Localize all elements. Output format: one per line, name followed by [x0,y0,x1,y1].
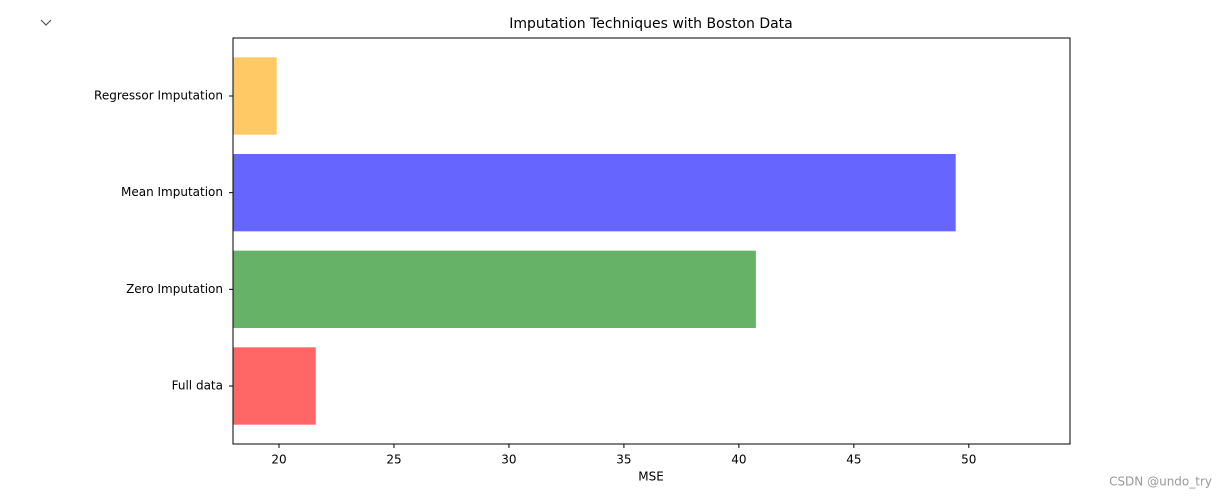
bar [233,347,316,425]
x-tick-label: 40 [731,453,746,467]
x-tick-label: 50 [961,453,976,467]
x-tick-label: 20 [271,453,286,467]
y-tick-label: Mean Imputation [121,185,223,199]
x-tick-label: 35 [616,453,631,467]
y-tick-label: Full data [172,379,223,393]
bar [233,154,956,232]
y-tick-label: Regressor Imputation [94,89,223,103]
bar [233,250,756,328]
y-tick-label: Zero Imputation [126,282,223,296]
x-tick-label: 25 [386,453,401,467]
watermark: CSDN @undo_try [1109,475,1212,489]
chart-title: Imputation Techniques with Boston Data [509,16,793,32]
plot-frame [232,37,1071,445]
bar [233,57,277,135]
collapse-chevron[interactable] [40,19,52,26]
x-tick-label: 30 [501,453,516,467]
x-axis-label: MSE [638,470,664,484]
x-tick-label: 45 [846,453,861,467]
